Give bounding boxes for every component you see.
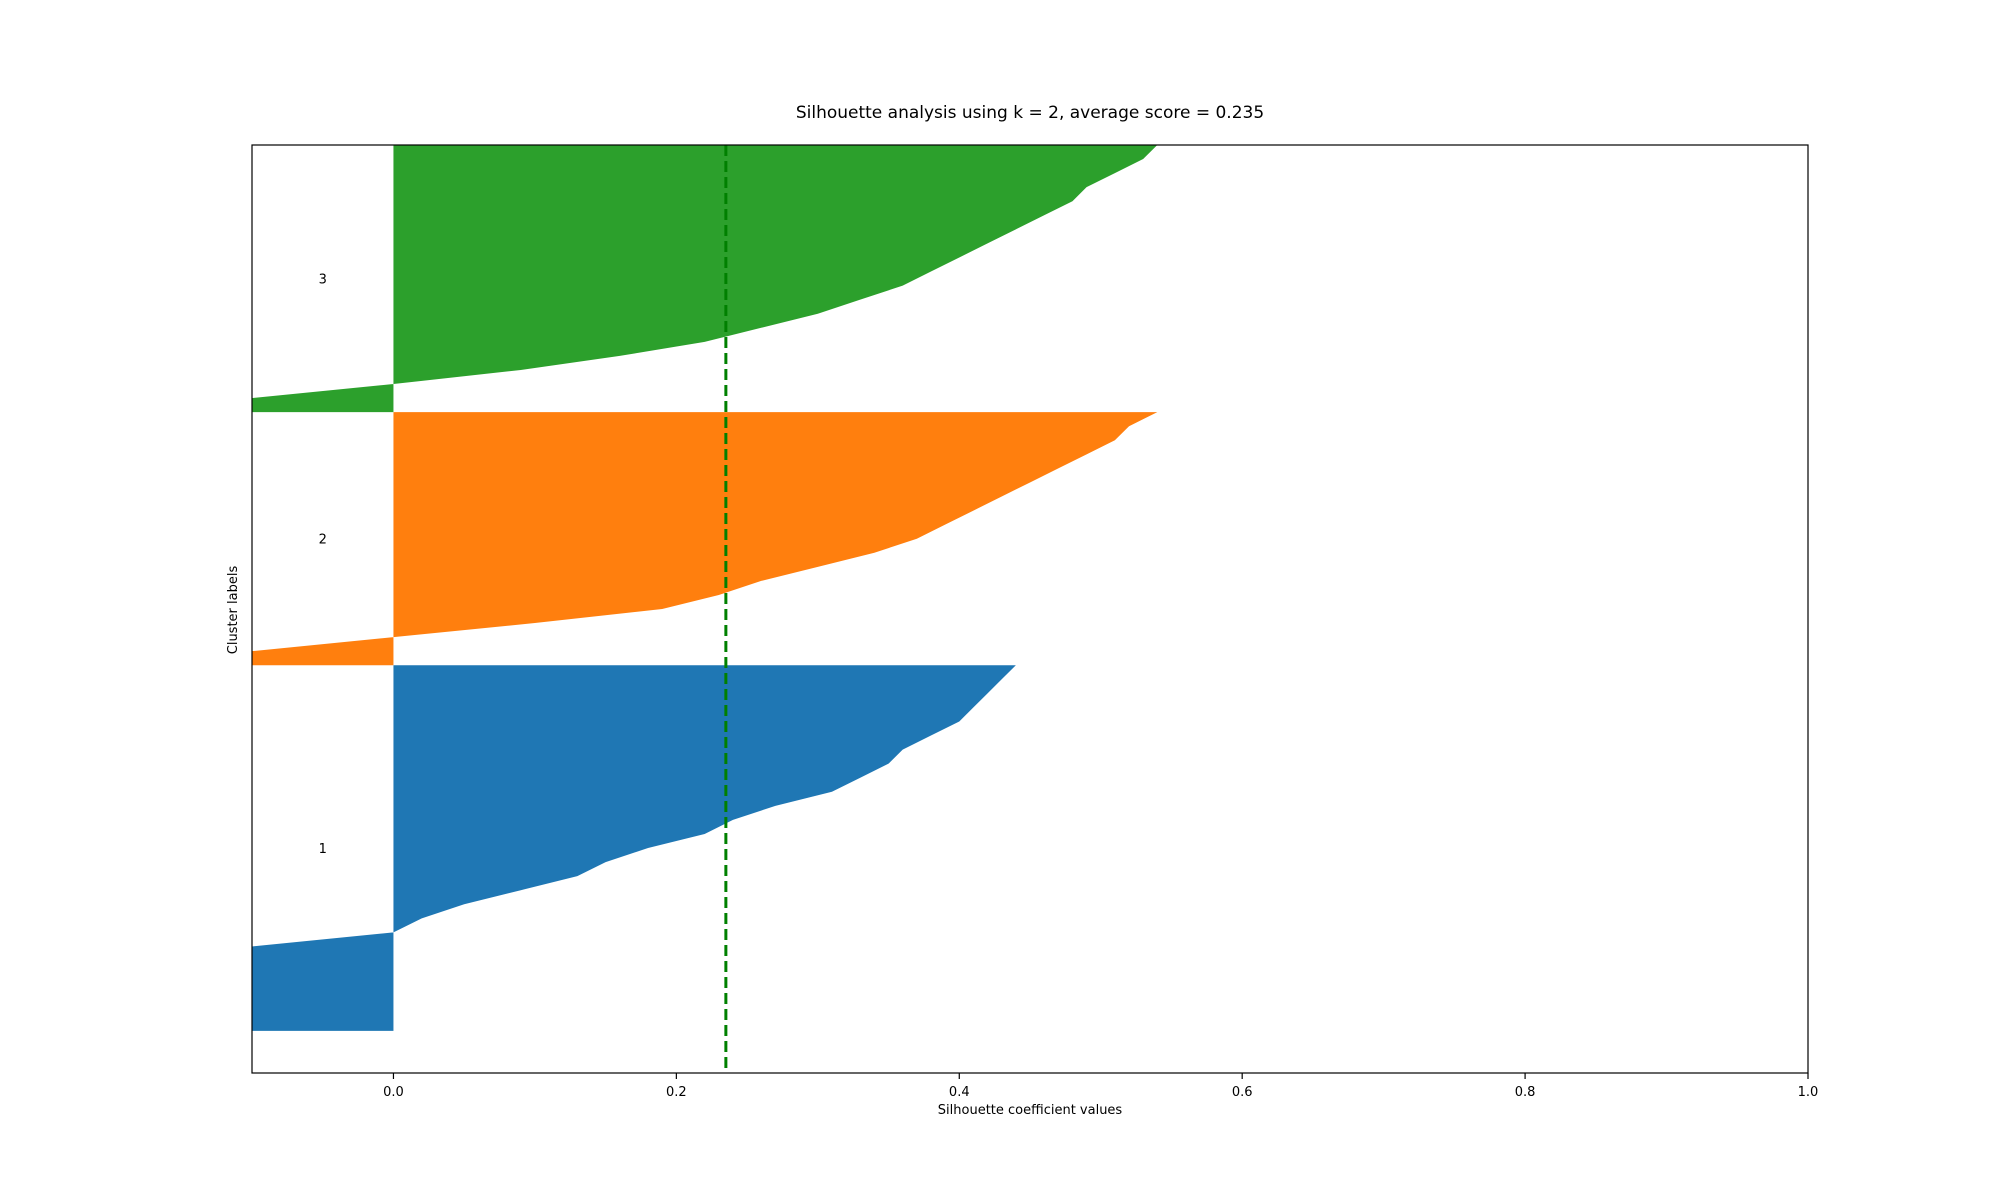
plot-area: 1 2 3 0.0 0.2 0.4 0.6 0.8 1.0 (251, 144, 1819, 1100)
y-axis-label: Cluster labels (226, 566, 241, 655)
x-tick-label-4: 0.8 (1515, 1085, 1536, 1100)
x-tick-label-3: 0.6 (1232, 1085, 1253, 1100)
x-tick-label-5: 1.0 (1798, 1085, 1819, 1100)
cluster-2-silhouette (252, 412, 1158, 666)
cluster-label-2: 2 (319, 533, 327, 548)
cluster-3-silhouette (252, 145, 1158, 413)
x-tick-label-2: 0.4 (949, 1085, 970, 1100)
chart-title: Silhouette analysis using k = 2, average… (796, 103, 1264, 123)
x-axis-label: Silhouette coefficient values (938, 1103, 1123, 1118)
x-tick-label-0: 0.0 (383, 1085, 404, 1100)
cluster-label-1: 1 (319, 842, 327, 857)
x-tick-label-1: 0.2 (666, 1085, 687, 1100)
cluster-label-3: 3 (319, 273, 327, 288)
cluster-1-silhouette (252, 665, 1016, 1031)
axes-frame (251, 144, 1809, 1074)
